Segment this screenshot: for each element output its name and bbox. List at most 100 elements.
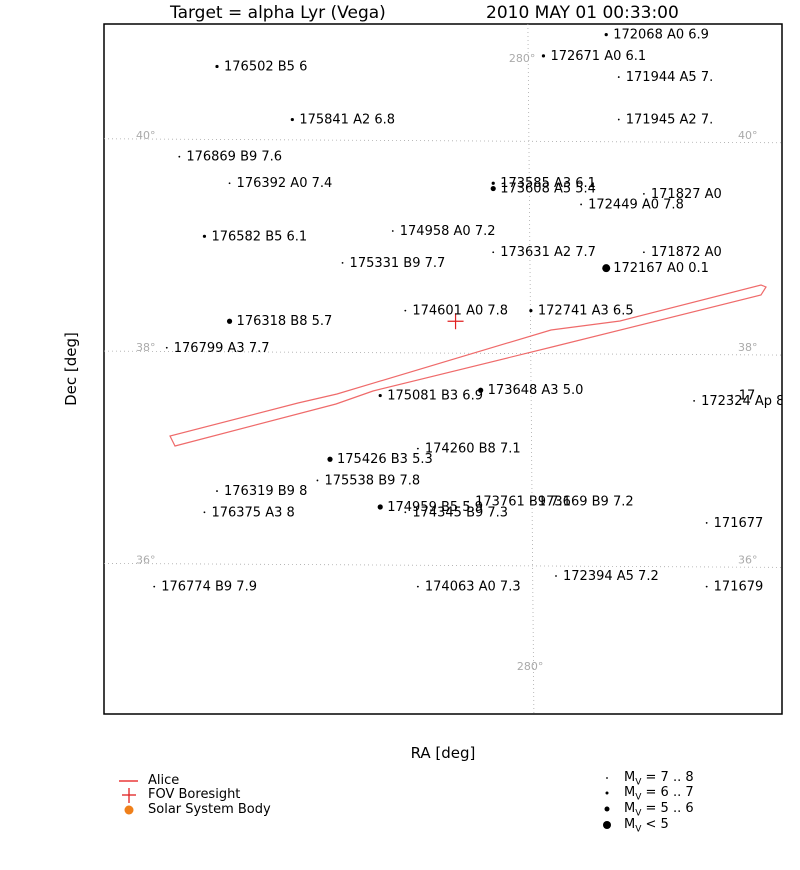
mag-lt5-icon	[603, 821, 611, 829]
coordinate-grid: 40° 40° 38° 38° 36° 36° 280° 280°	[103, 23, 783, 715]
star-label: 172324 Ap 8	[701, 394, 784, 409]
star-label: 171944 A5 7.	[626, 70, 713, 85]
star-point	[642, 251, 645, 254]
mag-subscript: V	[635, 808, 642, 819]
star-label: 176502 B5 6	[224, 59, 307, 74]
plot-frame	[103, 23, 783, 715]
star-point	[391, 230, 394, 232]
star-point	[541, 54, 546, 58]
star-point	[290, 117, 294, 122]
star-label: 173761 B9 7.6	[475, 495, 571, 510]
dec-grid-line	[103, 562, 783, 568]
star-point	[404, 309, 407, 312]
mag-range: = 6 .. 7	[645, 785, 694, 800]
legend-solar-system-label: Solar System Body	[148, 802, 271, 817]
star-label: 175331 B9 7.7	[350, 256, 446, 271]
star-label: 172167 A0 0.1	[613, 261, 709, 276]
star-label: 173631 A2 7.7	[500, 245, 596, 260]
legend-mag-5-6: MV = 5 .. 6	[624, 801, 694, 819]
star-point	[203, 511, 206, 514]
star-label: 176799 A3 7.7	[174, 341, 270, 356]
fov-boresight-marker	[447, 313, 464, 330]
star-point	[327, 456, 333, 462]
dec-grid-label: 38°	[136, 341, 156, 354]
star-point	[228, 182, 231, 185]
chart-title-target: Target = alpha Lyr (Vega)	[169, 3, 386, 23]
star-field: 176502 B5 6 175841 A2 6.8 176869 B9 7.6 176…	[153, 28, 784, 595]
x-axis-label: RA [deg]	[411, 744, 476, 762]
mag-range: < 5	[645, 817, 669, 832]
star-label: 172671 A0 6.1	[550, 49, 646, 64]
ra-grid-line	[527, 23, 535, 715]
star-label: 176869 B9 7.6	[186, 150, 282, 165]
legend-solar-system: Solar System Body	[148, 802, 271, 817]
star-point	[730, 394, 733, 397]
boresight-legend-icon	[122, 788, 136, 803]
star-label: 172449 A0 7.8	[588, 197, 684, 212]
star-point	[341, 261, 344, 264]
dec-grid-label: 36°	[738, 553, 758, 566]
star-point	[617, 118, 620, 121]
dec-grid-label: 36°	[136, 553, 156, 566]
star-point	[202, 234, 207, 238]
dec-grid-label: 40°	[136, 129, 156, 142]
star-label: 17	[739, 389, 756, 404]
legend-alice: Alice	[148, 773, 179, 788]
legend-alice-label: Alice	[148, 773, 180, 788]
star-label: 174063 A0 7.3	[425, 580, 521, 595]
star-point	[215, 64, 219, 69]
star-point	[529, 309, 533, 313]
star-label: 176582 B5 6.1	[211, 229, 307, 244]
star-point	[491, 181, 495, 185]
star-label: 171827 A0	[651, 187, 722, 202]
star-point	[404, 511, 407, 514]
mag-range: = 5 .. 6	[645, 801, 694, 816]
star-point	[316, 479, 319, 482]
star-label: 176375 A3 8	[211, 505, 294, 520]
star-label: 173169 B9 7.2	[538, 495, 634, 510]
star-point	[478, 387, 484, 393]
dec-grid-line	[103, 138, 783, 144]
star-point	[705, 522, 708, 524]
star-label: 174959 B5 5.9	[387, 500, 483, 515]
y-axis-label: Dec [deg]	[62, 332, 80, 406]
mag-symbol: M	[624, 785, 636, 800]
star-point	[617, 76, 620, 78]
star-point	[416, 585, 419, 588]
star-point	[529, 500, 532, 503]
star-label: 173648 A3 5.0	[488, 383, 584, 398]
star-label: 172068 A0 6.9	[613, 28, 709, 43]
star-point	[490, 185, 496, 192]
solar-system-body-icon	[124, 805, 134, 815]
dec-grid-label: 40°	[738, 129, 758, 142]
star-label: 171679	[714, 580, 764, 595]
star-point	[705, 585, 708, 588]
star-label: 174601 A0 7.8	[412, 304, 508, 319]
star-label: 176318 B8 5.7	[237, 314, 333, 329]
star-point	[165, 346, 168, 349]
star-point	[642, 192, 645, 195]
legend-boresight: FOV Boresight	[148, 787, 240, 802]
star-label: 172394 A5 7.2	[563, 569, 659, 584]
star-label: 174345 B9 7.3	[412, 505, 508, 520]
mag-range: = 7 .. 8	[645, 770, 694, 785]
star-point	[178, 155, 181, 158]
mag-symbol: M	[624, 770, 636, 785]
mag-6-7-icon	[605, 791, 609, 795]
star-point	[580, 203, 583, 206]
dec-grid-label: 38°	[738, 341, 758, 354]
star-point	[216, 490, 218, 492]
chart-title-datetime: 2010 MAY 01 00:33:00	[486, 3, 679, 23]
ra-grid-label: 280°	[509, 52, 536, 65]
legend-mag-6-7: MV = 6 .. 7	[624, 785, 694, 803]
star-point	[602, 264, 611, 273]
star-label: 175841 A2 6.8	[299, 113, 395, 128]
star-label: 176392 A0 7.4	[237, 176, 333, 191]
star-label: 173608 A5 5.4	[500, 182, 596, 197]
legend-boresight-label: FOV Boresight	[148, 787, 241, 802]
star-label: 171872 A0	[651, 245, 722, 260]
star-label: 174958 A0 7.2	[400, 224, 496, 239]
star-label: 176774 B9 7.9	[161, 580, 257, 595]
mag-symbol: M	[624, 801, 636, 816]
